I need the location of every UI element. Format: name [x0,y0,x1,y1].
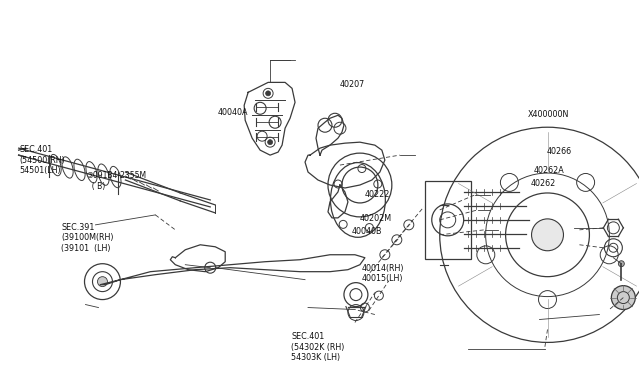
Text: 40262A: 40262A [534,166,564,174]
Text: 40266: 40266 [547,147,572,156]
Circle shape [268,140,273,145]
Text: 40014(RH)
40015(LH): 40014(RH) 40015(LH) [362,264,404,283]
Circle shape [618,261,625,267]
Circle shape [97,277,108,286]
Text: SEC.391
(39100M(RH)
(39101  (LH): SEC.391 (39100M(RH) (39101 (LH) [61,223,114,253]
Circle shape [266,91,271,96]
Text: 40202M: 40202M [360,214,392,223]
Text: 40040B: 40040B [352,227,383,236]
Text: ③091B4-2355M
  ( B): ③091B4-2355M ( B) [87,171,147,190]
Text: 40040A: 40040A [218,108,248,117]
Text: SEC.401
(54302K (RH)
54303K (LH): SEC.401 (54302K (RH) 54303K (LH) [291,333,344,362]
Text: X400000N: X400000N [527,110,569,119]
Circle shape [532,219,563,251]
Circle shape [611,286,636,310]
Text: 40222: 40222 [365,190,390,199]
Text: 40262: 40262 [531,179,556,187]
Text: 40207: 40207 [339,80,364,89]
Text: SEC.401
(54500(RH)
54501(LH): SEC.401 (54500(RH) 54501(LH) [20,145,66,175]
